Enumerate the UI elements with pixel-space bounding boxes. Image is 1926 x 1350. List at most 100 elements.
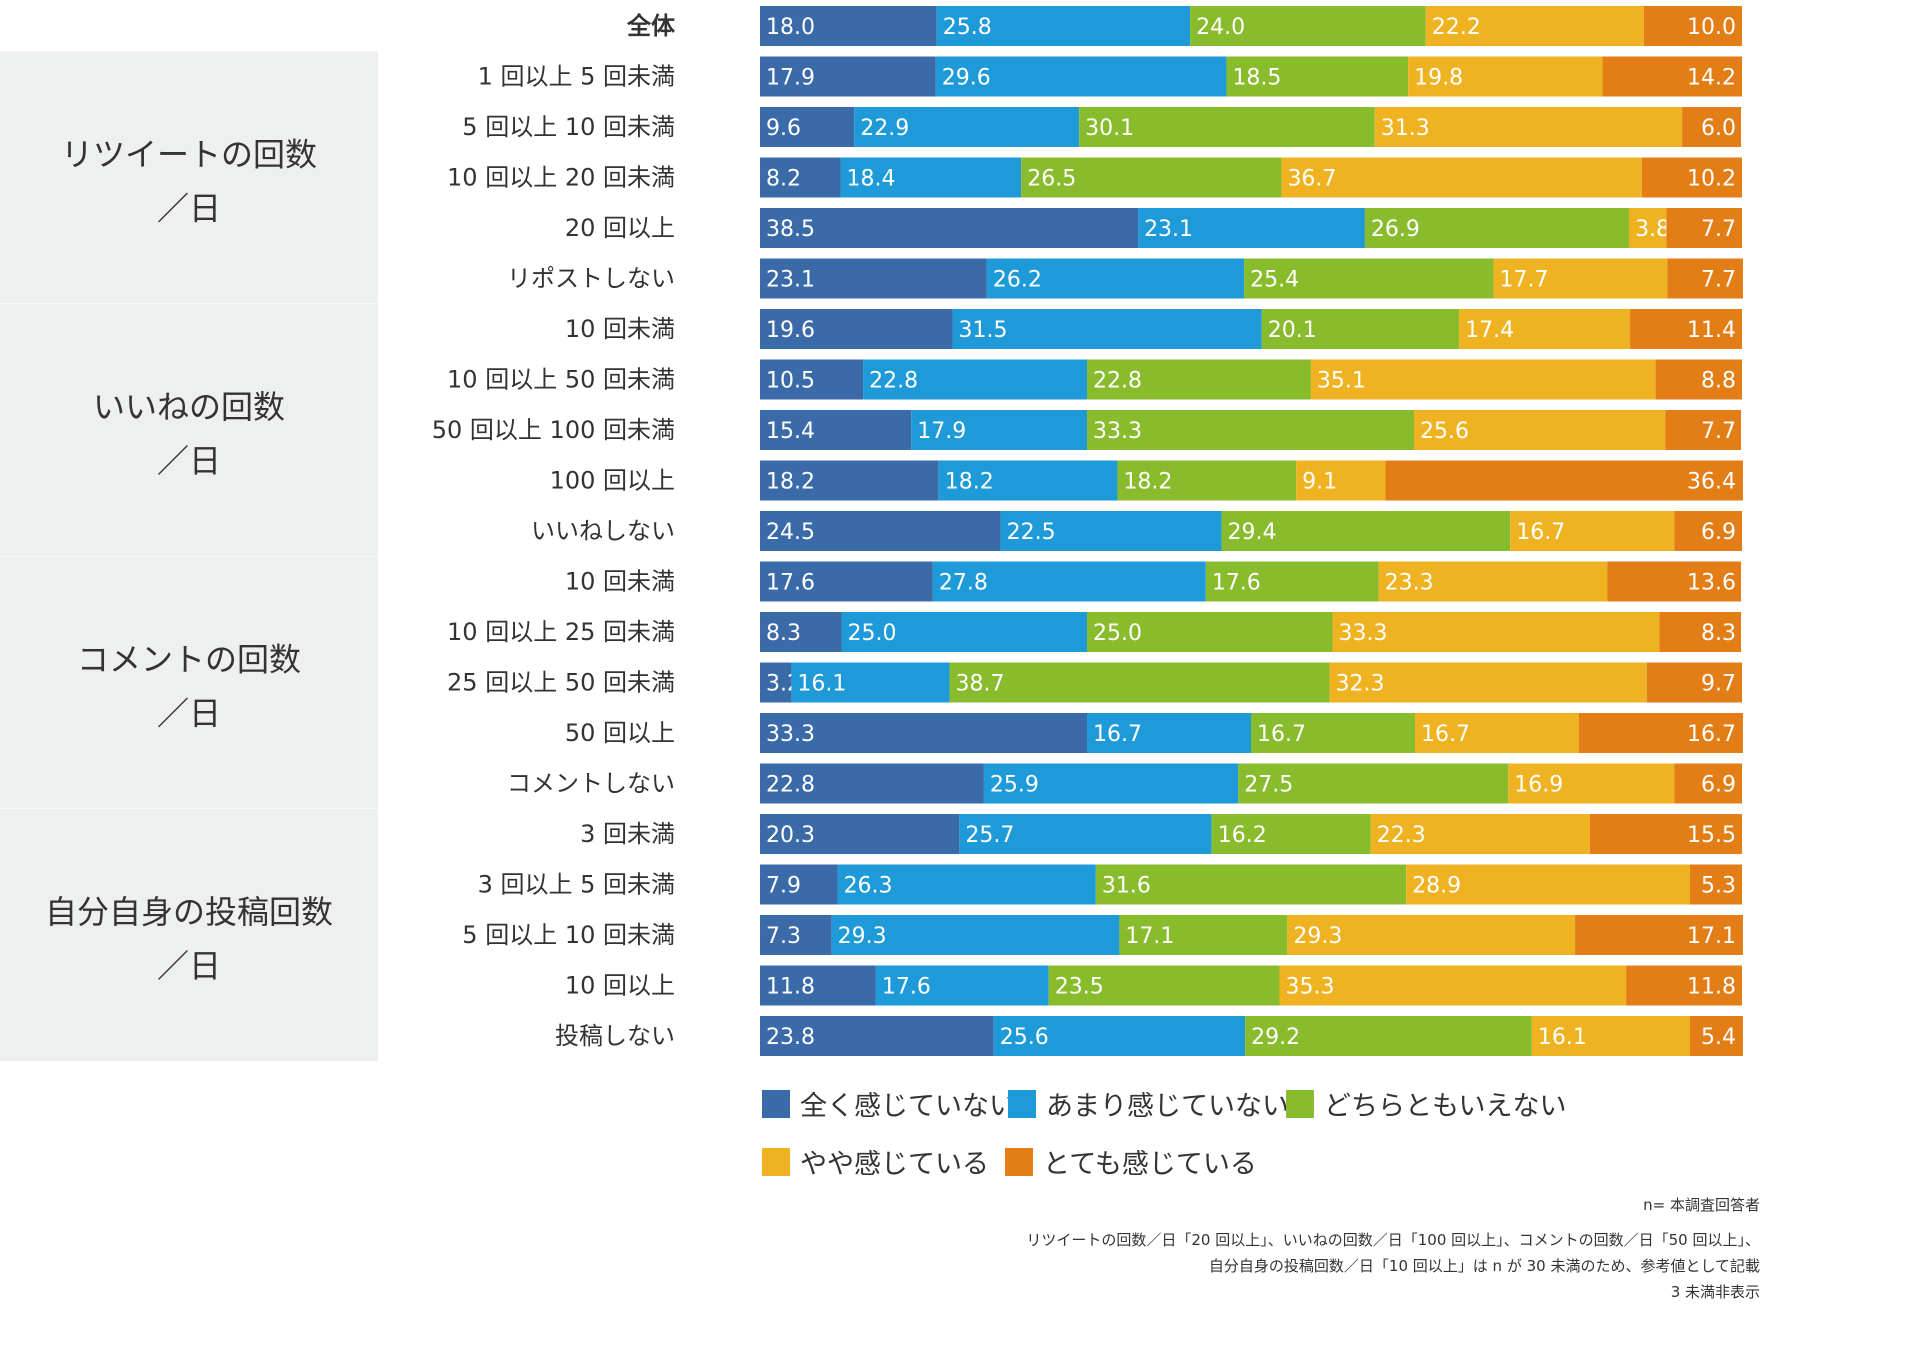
data-label: 5.4 xyxy=(1701,1025,1736,1050)
data-label: 23.8 xyxy=(766,1025,815,1050)
data-label: 7.7 xyxy=(1701,217,1736,242)
bar-segment xyxy=(1665,410,1742,450)
data-label: 26.9 xyxy=(1371,217,1420,242)
row-label: 10 回以上 50 回未満 xyxy=(447,366,675,394)
bar-segment xyxy=(1659,612,1742,652)
data-label: 19.8 xyxy=(1414,66,1463,91)
row-label: 1 回以上 5 回未満 xyxy=(478,63,675,91)
group-subtitle: ／日 xyxy=(157,442,221,480)
bar-segment xyxy=(1087,713,1251,753)
bar-segment xyxy=(1459,309,1631,349)
bar-segment xyxy=(760,410,912,450)
data-label: 6.9 xyxy=(1701,520,1736,545)
bar-segment xyxy=(1296,460,1386,501)
legend-label: あまり感じていない xyxy=(1046,1091,1289,1122)
data-label: 29.2 xyxy=(1251,1025,1300,1050)
bar-segment xyxy=(760,157,841,198)
row-label: 3 回以上 5 回未満 xyxy=(478,871,675,899)
bar-segment xyxy=(760,561,933,602)
group-title: リツイートの回数 xyxy=(61,136,317,174)
bar-segment xyxy=(1205,561,1379,602)
data-label: 6.0 xyxy=(1701,116,1736,141)
data-label: 33.3 xyxy=(766,722,815,747)
data-label: 25.6 xyxy=(1000,1025,1049,1050)
data-label: 23.1 xyxy=(1144,217,1193,242)
data-label: 15.4 xyxy=(766,419,815,444)
data-label: 33.3 xyxy=(1339,621,1388,646)
row-label: 25 回以上 50 回未満 xyxy=(447,669,675,697)
data-label: 13.6 xyxy=(1687,571,1736,596)
bar-segment xyxy=(949,662,1330,703)
row-label: 5 回以上 10 回未満 xyxy=(462,921,675,949)
data-label: 33.3 xyxy=(1093,419,1142,444)
data-label: 18.5 xyxy=(1232,66,1281,91)
data-label: 18.2 xyxy=(945,470,994,495)
bar-segment xyxy=(1629,208,1667,248)
bar-segment xyxy=(1117,460,1297,501)
data-label: 18.2 xyxy=(766,470,815,495)
data-label: 17.6 xyxy=(1212,571,1261,596)
bar-segment xyxy=(837,864,1096,905)
data-label: 8.3 xyxy=(1701,621,1736,646)
data-label: 22.5 xyxy=(1007,520,1056,545)
data-label: 17.6 xyxy=(882,975,931,1000)
data-label: 17.9 xyxy=(766,66,815,91)
legend-swatch xyxy=(1005,1148,1033,1176)
legend-swatch xyxy=(762,1090,790,1118)
data-label: 10.0 xyxy=(1687,15,1736,40)
data-label: 24.5 xyxy=(766,520,815,545)
data-label: 9.1 xyxy=(1302,470,1337,495)
bar-segment xyxy=(1138,208,1365,248)
data-label: 16.7 xyxy=(1093,722,1142,747)
bar-segment xyxy=(760,864,838,905)
data-label: 25.6 xyxy=(1420,419,1469,444)
bar-segment xyxy=(1655,359,1742,400)
data-label: 18.4 xyxy=(847,167,896,192)
bar-segment xyxy=(1190,6,1426,46)
data-label: 7.9 xyxy=(766,874,801,899)
bar-segment xyxy=(760,915,832,955)
bar-segment xyxy=(760,56,936,97)
bar-segment xyxy=(1332,612,1660,652)
data-label: 38.7 xyxy=(956,672,1005,697)
bar-segment xyxy=(1408,56,1603,97)
note-sample: n= 本調査回答者 xyxy=(1643,1196,1760,1214)
bar-segment xyxy=(1000,511,1222,551)
bar-segment xyxy=(1087,410,1415,450)
bar-segment xyxy=(1589,814,1742,854)
data-label: 8.8 xyxy=(1701,369,1736,394)
data-label: 35.3 xyxy=(1285,975,1334,1000)
data-label: 31.5 xyxy=(958,318,1007,343)
bar-segment xyxy=(1602,56,1742,97)
data-label: 22.3 xyxy=(1377,823,1426,848)
bar-segment xyxy=(1370,814,1590,854)
bar-segment xyxy=(932,561,1206,602)
bar-segment xyxy=(935,56,1227,97)
bar-segment xyxy=(1279,965,1627,1006)
data-label: 7.7 xyxy=(1701,419,1736,444)
bar-segment xyxy=(1364,208,1630,248)
data-label: 29.4 xyxy=(1228,520,1277,545)
bar-segment xyxy=(1378,561,1608,602)
bar-segment xyxy=(1575,915,1743,955)
bar-segment xyxy=(1414,410,1666,450)
data-label: 18.0 xyxy=(766,15,815,40)
data-label: 7.7 xyxy=(1701,268,1736,293)
row-label: リポストしない xyxy=(507,265,675,293)
bar-segment xyxy=(1385,460,1743,501)
row-label: 10 回以上 xyxy=(565,972,675,1000)
data-label: 17.7 xyxy=(1500,268,1549,293)
bar-segment xyxy=(1238,763,1509,804)
group-subtitle: ／日 xyxy=(157,695,221,733)
data-label: 31.3 xyxy=(1381,116,1430,141)
group-box xyxy=(0,304,378,556)
data-label: 9.6 xyxy=(766,116,801,141)
bar-segment xyxy=(760,6,937,46)
data-label: 36.4 xyxy=(1687,470,1736,495)
bar-segment xyxy=(1667,258,1743,299)
data-label: 22.2 xyxy=(1432,15,1481,40)
data-label: 26.3 xyxy=(844,874,893,899)
data-label: 23.5 xyxy=(1055,975,1104,1000)
row-label: 10 回未満 xyxy=(565,568,675,596)
